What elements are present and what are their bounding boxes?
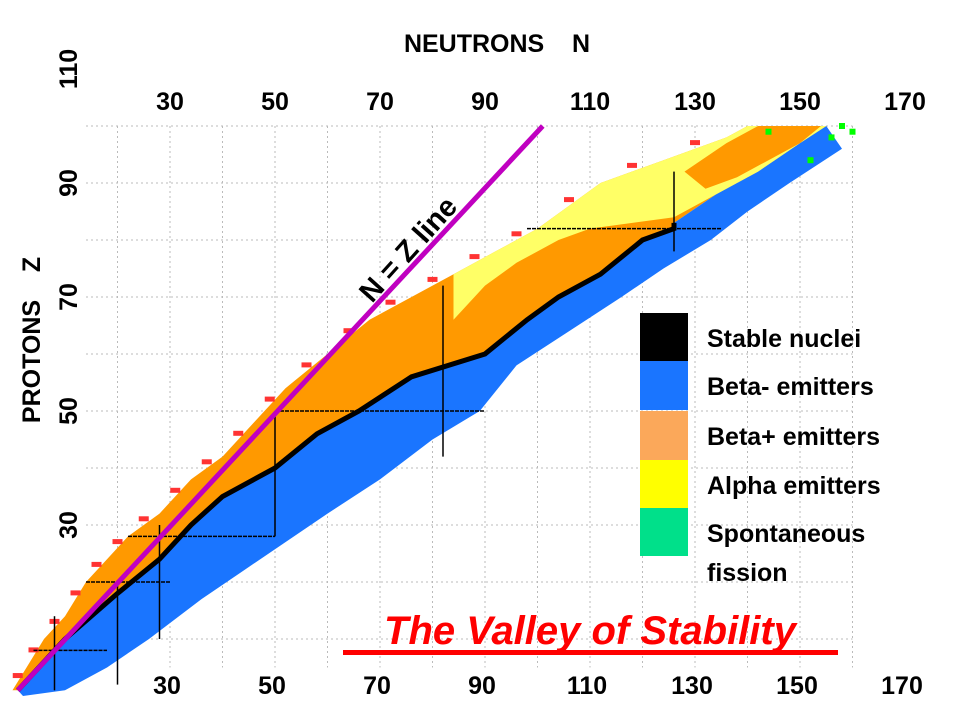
x-tick-label-bottom: 50 bbox=[258, 672, 286, 700]
proton-emitter-mark bbox=[91, 561, 102, 567]
x-ticks-top: 30 50 70 90 110 130 150 170 bbox=[156, 88, 926, 116]
x-tick-label-top: 50 bbox=[261, 88, 289, 116]
x-tick-label-top: 30 bbox=[156, 88, 184, 116]
x-ticks-bottom: 30 50 70 90 110 130 150 170 bbox=[153, 672, 923, 700]
x-tick-label-bottom: 130 bbox=[671, 672, 713, 700]
proton-emitter-mark bbox=[138, 516, 149, 522]
legend-label: Beta- emitters bbox=[707, 373, 874, 401]
proton-emitter-mark bbox=[233, 430, 244, 436]
legend-label: Alpha emitters bbox=[707, 472, 881, 500]
fission-point bbox=[807, 157, 814, 164]
legend-swatch bbox=[640, 361, 688, 410]
n-equals-z-line bbox=[15, 124, 545, 693]
x-tick-label-top: 110 bbox=[570, 88, 610, 116]
heavy-beta-plus-region bbox=[684, 126, 821, 189]
x-tick-label-top: 170 bbox=[884, 88, 926, 116]
legend-label-line2: fission bbox=[707, 559, 788, 587]
nuclide-regions bbox=[12, 123, 869, 696]
proton-emitter-mark bbox=[427, 276, 438, 282]
magic-number-lines bbox=[33, 171, 722, 691]
x-tick-label-top: 150 bbox=[779, 88, 821, 116]
legend-swatch bbox=[640, 411, 688, 460]
proton-emitter-mark bbox=[343, 328, 354, 334]
legend-label: Stable nuclei bbox=[707, 325, 861, 353]
x-tick-label-top: 130 bbox=[674, 88, 716, 116]
x-tick-label-bottom: 170 bbox=[881, 672, 923, 700]
y-tick-label: 70 bbox=[55, 283, 83, 311]
legend: Stable nuclei Beta- emitters Beta+ emitter… bbox=[640, 313, 881, 587]
legend-label: Beta+ emitters bbox=[707, 423, 880, 451]
y-axis-label: PROTONS Z bbox=[18, 257, 46, 423]
proton-emitter-mark bbox=[301, 362, 312, 368]
x-axis-label: NEUTRONS N bbox=[404, 30, 590, 58]
fission-point bbox=[849, 128, 856, 135]
proton-emitter-mark bbox=[385, 299, 396, 305]
proton-emitter-mark bbox=[564, 197, 574, 203]
title-underline bbox=[343, 650, 838, 655]
fission-point bbox=[765, 128, 772, 135]
x-tick-label-bottom: 90 bbox=[468, 672, 496, 700]
legend-swatch bbox=[640, 508, 688, 556]
proton-emitter-mark bbox=[201, 459, 212, 465]
legend-swatch bbox=[640, 460, 688, 509]
x-tick-label-top: 70 bbox=[366, 88, 394, 116]
x-tick-label-bottom: 30 bbox=[153, 672, 181, 700]
x-tick-label-bottom: 110 bbox=[567, 672, 607, 700]
x-tick-label-bottom: 150 bbox=[776, 672, 818, 700]
y-tick-label: 30 bbox=[55, 511, 83, 539]
y-tick-label: 110 bbox=[55, 49, 83, 89]
y-tick-label: 50 bbox=[55, 397, 83, 425]
fission-point bbox=[828, 134, 835, 141]
proton-emitter-mark bbox=[170, 487, 181, 493]
proton-emitter-mark bbox=[112, 539, 123, 545]
y-ticks: 30 50 70 90 110 bbox=[55, 49, 83, 539]
proton-emitter-mark bbox=[511, 231, 522, 237]
y-tick-label: 90 bbox=[55, 169, 83, 197]
x-tick-label-bottom: 70 bbox=[363, 672, 391, 700]
legend-swatch bbox=[640, 313, 688, 361]
proton-emitter-mark bbox=[12, 673, 23, 679]
proton-emitter-mark bbox=[627, 162, 637, 168]
beta-minus-region bbox=[17, 126, 843, 696]
proton-emitter-mark bbox=[264, 396, 275, 402]
fission-point bbox=[839, 123, 845, 129]
legend-label: Spontaneous bbox=[707, 520, 865, 548]
x-tick-label-top: 90 bbox=[471, 88, 499, 116]
proton-emitter-mark bbox=[70, 590, 81, 596]
proton-emitter-mark bbox=[469, 254, 480, 260]
proton-emitter-mark bbox=[690, 140, 700, 146]
chart-title: The Valley of Stability bbox=[384, 609, 798, 653]
